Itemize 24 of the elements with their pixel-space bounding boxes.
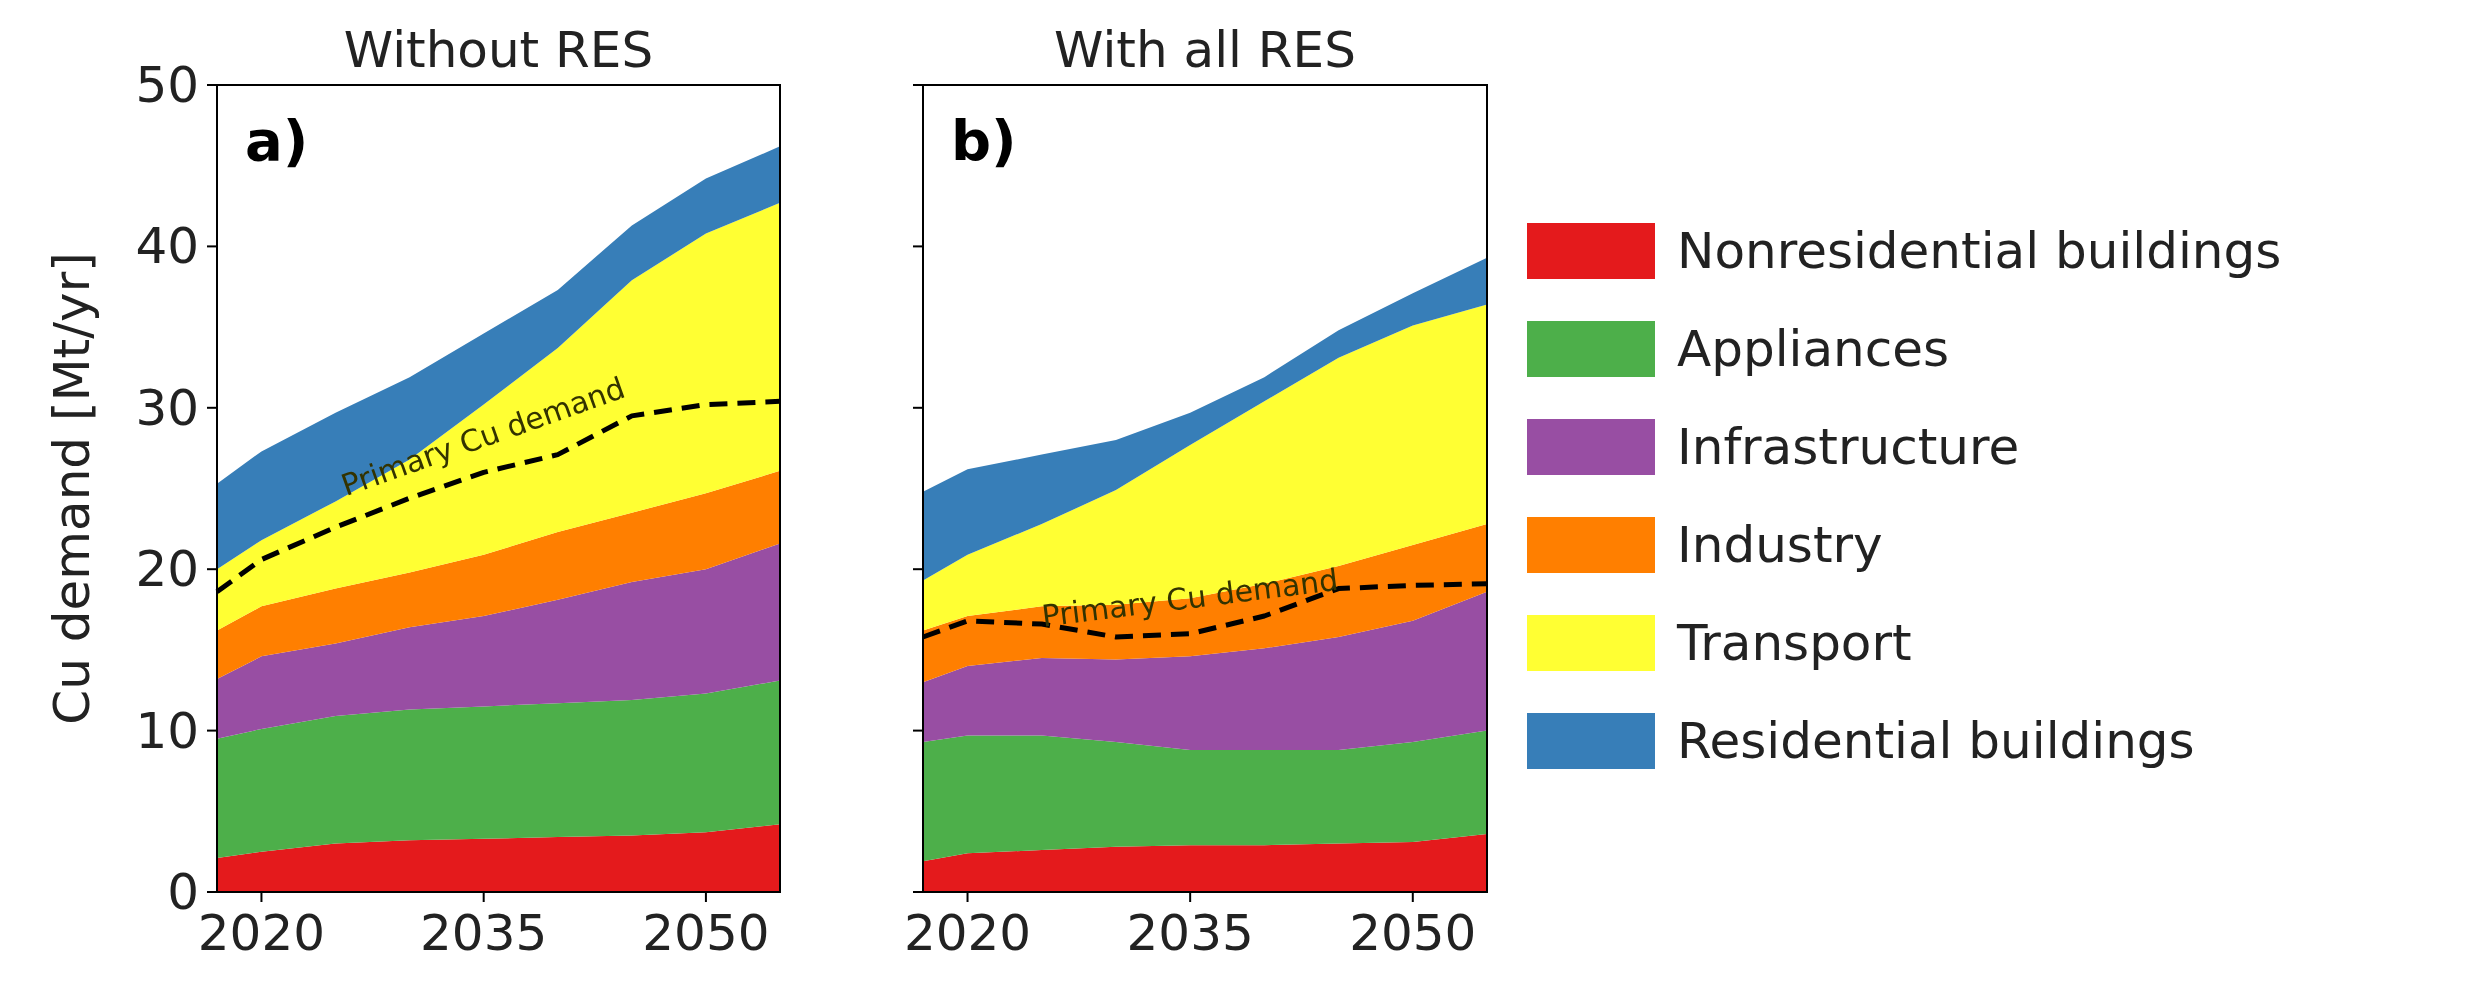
legend-label: Nonresidential buildings <box>1677 222 2282 280</box>
x-tick-label: 2050 <box>642 904 770 962</box>
y-tick-label: 0 <box>167 863 199 921</box>
y-tick-label: 10 <box>135 701 199 760</box>
legend-label: Transport <box>1676 614 1912 672</box>
x-tick-label: 2020 <box>197 904 326 962</box>
legend-label: Infrastructure <box>1677 418 2020 476</box>
y-tick-label: 50 <box>135 56 199 114</box>
chart-title: With all RES <box>1054 21 1356 79</box>
annotation: Primary Cu demand <box>1039 561 1340 634</box>
legend-label: Residential buildings <box>1677 712 2195 770</box>
x-tick-label: 2020 <box>903 904 1032 962</box>
y-tick-label: 40 <box>135 217 199 276</box>
annotation: a) <box>245 108 309 173</box>
x-tick-label: 2035 <box>420 904 548 962</box>
x-tick-label: 2050 <box>1349 904 1477 962</box>
y-axis-title: Cu demand [Mt/yr] <box>43 252 101 725</box>
chart-title: Without RES <box>343 21 654 79</box>
legend-label: Industry <box>1677 516 1883 574</box>
y-tick-label: 20 <box>135 540 199 599</box>
legend-label: Appliances <box>1677 320 1950 378</box>
annotation: b) <box>951 108 1017 173</box>
x-tick-label: 2035 <box>1126 904 1254 962</box>
y-tick-label: 30 <box>135 378 199 437</box>
